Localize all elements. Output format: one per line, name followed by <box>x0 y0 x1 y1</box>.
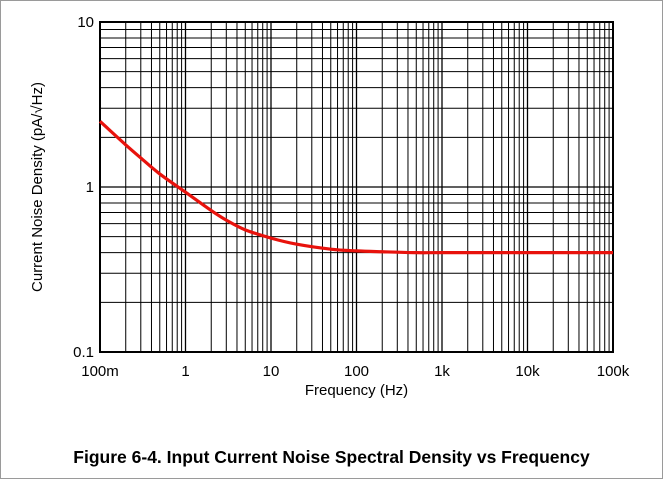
y-axis-label: Current Noise Density (pA/√Hz) <box>29 82 46 292</box>
y-tick-label: 1 <box>86 179 94 196</box>
x-tick-label: 10k <box>515 363 540 380</box>
y-tick-label: 0.1 <box>73 344 94 361</box>
figure-caption: Figure 6-4. Input Current Noise Spectral… <box>0 447 663 468</box>
x-axis-label: Frequency (Hz) <box>305 382 408 399</box>
x-tick-label: 100 <box>344 363 369 380</box>
y-tick-labels: 0.1 1 10 <box>73 14 94 361</box>
x-tick-label: 100m <box>81 363 119 380</box>
y-tick-label: 10 <box>77 14 94 31</box>
x-tick-label: 100k <box>597 363 630 380</box>
x-tick-label: 10 <box>263 363 280 380</box>
x-tick-label: 1 <box>181 363 189 380</box>
noise-density-chart: 100m 1 10 100 1k 10k 100k 0.1 1 10 Frequency (Hz… <box>0 0 663 440</box>
x-tick-labels: 100m 1 10 100 1k 10k 100k <box>81 363 630 380</box>
x-tick-label: 1k <box>434 363 450 380</box>
